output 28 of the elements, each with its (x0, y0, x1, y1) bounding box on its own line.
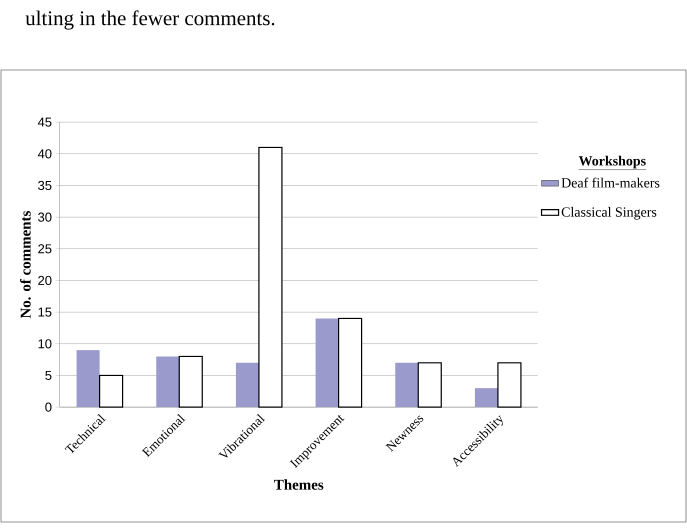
bar (236, 362, 259, 408)
bar (418, 362, 442, 408)
bar (395, 362, 418, 408)
y-tick-label: 0 (45, 402, 52, 412)
y-tick-label: 45 (38, 118, 52, 127)
y-tick-label: 40 (38, 149, 52, 158)
y-tick-label: 30 (38, 212, 52, 222)
bar (258, 146, 283, 408)
bar (474, 388, 498, 408)
text: ulting in the fewer comments. (25, 10, 274, 30)
y-tick-label: 25 (38, 244, 52, 254)
bar (76, 350, 100, 408)
y-axis-title: No. of comments (20, 211, 31, 318)
y-tick-label: 35 (38, 180, 52, 190)
y-tick-label: 20 (38, 276, 52, 286)
y-tick-label: 10 (38, 339, 52, 348)
bar (338, 318, 362, 408)
bar (178, 356, 203, 408)
bar (156, 356, 180, 408)
legend-title: Workshops (578, 156, 646, 168)
bar (98, 374, 124, 408)
bar (316, 318, 339, 408)
bar (497, 362, 522, 408)
legend-label: Classical Singers (562, 206, 656, 220)
legend-label: Deaf film-makers (562, 178, 660, 188)
y-tick-label: 15 (38, 308, 52, 317)
y-tick-label: 5 (45, 370, 52, 380)
x-axis-title: Themes (274, 479, 324, 490)
